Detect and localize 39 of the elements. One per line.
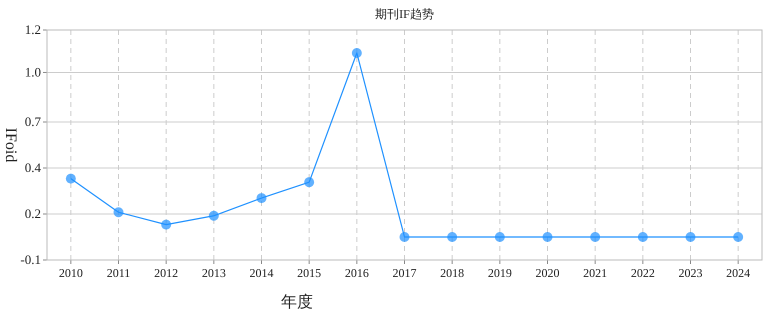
x-tick-label: 2023 [678, 266, 702, 280]
point [256, 193, 266, 204]
y-tick-label: -0.1 [20, 252, 41, 267]
point [686, 232, 696, 242]
x-tick-label: 2013 [202, 266, 226, 280]
point [542, 232, 552, 242]
point [590, 232, 600, 242]
x-tick-label: 2019 [488, 266, 512, 280]
x-tick-label: 2024 [726, 266, 750, 280]
point [66, 174, 76, 184]
x-tick-label: 2010 [58, 266, 83, 280]
y-tick-label: 0.7 [24, 114, 42, 129]
x-axis-title: 年度 [281, 293, 313, 311]
y-tick-label: 1.0 [24, 64, 41, 80]
point [208, 210, 219, 221]
x-tick-label: 2015 [297, 266, 322, 280]
x-tick-label: 2011 [106, 266, 130, 280]
x-tick-label: 2018 [440, 266, 464, 280]
point [447, 232, 458, 242]
x-tick-label: 2016 [344, 266, 369, 280]
point [733, 232, 744, 242]
x-tick-label: 2017 [392, 266, 416, 280]
x-tick-label: 2014 [250, 266, 274, 280]
x-tick-label: 2022 [630, 266, 655, 280]
y-tick-label: 0.4 [24, 160, 42, 175]
point [304, 177, 314, 188]
x-tick-label: 2020 [536, 266, 560, 280]
chart-title: 期刊IF趋势 [375, 7, 434, 21]
point [400, 232, 410, 242]
y-axis-title: IFoid [2, 128, 19, 162]
point [114, 207, 124, 218]
y-tick-label: 1.2 [24, 22, 41, 37]
point [638, 232, 648, 242]
y-tick-label: 0.2 [24, 206, 41, 221]
point [494, 232, 505, 242]
point [161, 220, 172, 230]
x-tick-label: 2012 [154, 266, 178, 280]
point [352, 48, 362, 58]
x-tick-label: 2021 [583, 266, 608, 280]
